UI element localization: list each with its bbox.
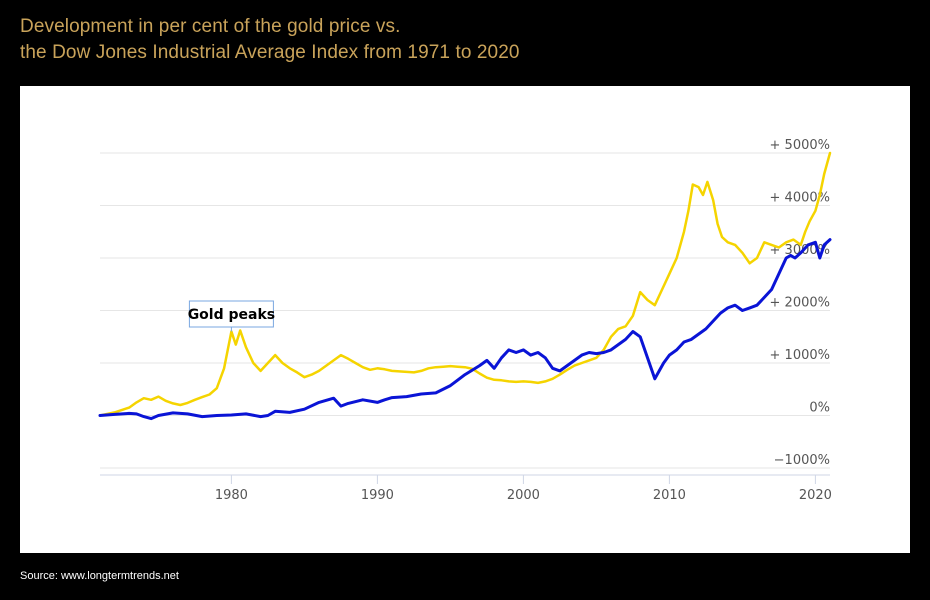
dow-series-line — [98, 238, 832, 421]
x-tick-label: 2010 — [653, 488, 686, 503]
source-note: Source: www.longtermtrends.net — [20, 570, 179, 582]
y-tick-label: + 5000% — [770, 138, 830, 153]
chart-svg: −1000% 0% + 1000% + 2000% + 3000% + 4000% + 50… — [98, 138, 832, 503]
annotation-box — [188, 300, 274, 328]
y-tick-labels: −1000% 0% + 1000% + 2000% + 3000% + 4000% + 50… — [770, 138, 830, 468]
x-tick-label: 2020 — [799, 488, 832, 503]
plot-panel: −1000% 0% + 1000% + 2000% + 3000% + 4000% + 50… — [20, 86, 910, 553]
y-tick-label: 0% — [809, 401, 830, 416]
x-tick-label: 1990 — [361, 488, 394, 503]
y-tick-label: + 2000% — [770, 296, 830, 311]
series-lines — [98, 151, 832, 421]
y-tick-label: + 1000% — [770, 348, 830, 363]
annotation-label: Gold peaks — [188, 307, 275, 323]
title-line-2: the Dow Jones Industrial Average Index f… — [20, 42, 520, 63]
gold-series-line — [98, 151, 832, 417]
x-tick-label: 2000 — [507, 488, 540, 503]
x-tick-label: 1980 — [215, 488, 248, 503]
annotations: Gold peaks — [188, 300, 275, 332]
chart-title: Development in per cent of the gold pric… — [20, 14, 520, 66]
y-tick-label: + 4000% — [770, 191, 830, 206]
title-line-1: Development in per cent of the gold pric… — [20, 16, 401, 37]
x-axis: 1980 1990 2000 2010 2020 — [100, 474, 832, 503]
y-tick-label: + 3000% — [770, 243, 830, 258]
y-tick-label: −1000% — [774, 453, 830, 468]
